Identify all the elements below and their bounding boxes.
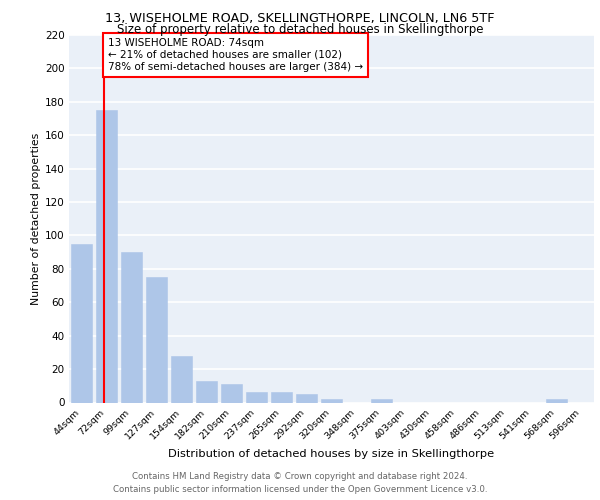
- Bar: [71, 244, 92, 402]
- Bar: [146, 277, 167, 402]
- Bar: [221, 384, 242, 402]
- X-axis label: Distribution of detached houses by size in Skellingthorpe: Distribution of detached houses by size …: [169, 449, 494, 459]
- Text: Size of property relative to detached houses in Skellingthorpe: Size of property relative to detached ho…: [117, 22, 483, 36]
- Text: Contains HM Land Registry data © Crown copyright and database right 2024.
Contai: Contains HM Land Registry data © Crown c…: [113, 472, 487, 494]
- Y-axis label: Number of detached properties: Number of detached properties: [31, 132, 41, 305]
- Bar: [96, 110, 117, 403]
- Bar: [371, 399, 392, 402]
- Bar: [171, 356, 192, 403]
- Bar: [121, 252, 142, 402]
- Bar: [246, 392, 267, 402]
- Bar: [196, 381, 217, 402]
- Text: 13, WISEHOLME ROAD, SKELLINGTHORPE, LINCOLN, LN6 5TF: 13, WISEHOLME ROAD, SKELLINGTHORPE, LINC…: [105, 12, 495, 25]
- Bar: [271, 392, 292, 402]
- Bar: [546, 399, 567, 402]
- Bar: [296, 394, 317, 402]
- Bar: [321, 399, 342, 402]
- Text: 13 WISEHOLME ROAD: 74sqm
← 21% of detached houses are smaller (102)
78% of semi-: 13 WISEHOLME ROAD: 74sqm ← 21% of detach…: [108, 38, 363, 72]
